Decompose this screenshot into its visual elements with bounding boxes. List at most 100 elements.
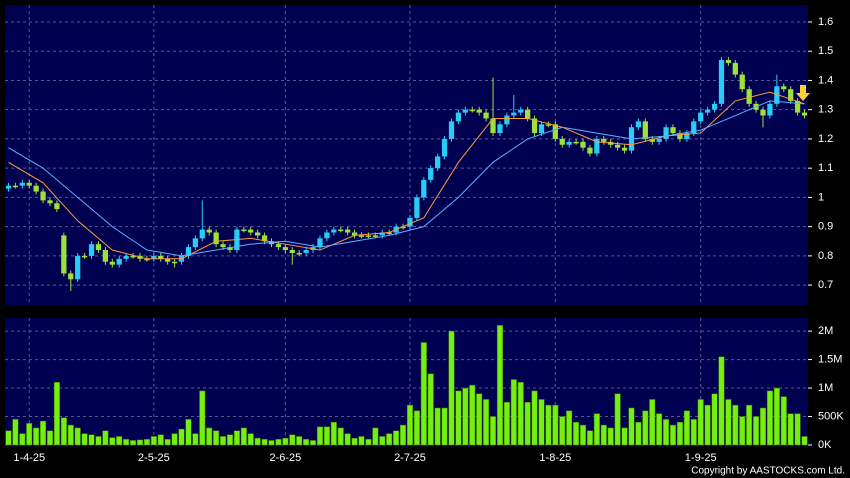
y-tick-label: 2M (818, 325, 833, 337)
y-tick-label: 1.4 (818, 74, 833, 86)
candle-body (732, 62, 738, 75)
x-tick-label: 2-5-25 (138, 452, 170, 464)
volume-bar (469, 384, 476, 446)
candle-body (794, 100, 801, 113)
volume-bar (247, 433, 254, 446)
volume-bar (441, 407, 448, 446)
candle-body (441, 138, 448, 157)
marks: 1-4-25 2-5-25 2-6-25 2-7-25 1-8-25 1-9-25 0.7 0… (5, 5, 844, 464)
y-tick-label: 0.7 (818, 279, 833, 291)
candle-body (421, 179, 427, 198)
volume-bar (19, 433, 26, 446)
volume-bar (268, 440, 275, 446)
volume-bar (310, 440, 317, 446)
candle-body (538, 124, 545, 134)
candle-body (19, 182, 25, 186)
volume-bar (476, 393, 483, 446)
candle-body (338, 229, 344, 232)
volume-bar (490, 416, 497, 446)
candle-body (303, 250, 309, 253)
candle-body (573, 141, 579, 144)
candle-body (483, 112, 489, 119)
candle-body (462, 109, 468, 113)
volume-bar (330, 421, 337, 446)
candle-body (372, 235, 378, 237)
candle-body (296, 252, 302, 255)
candle-body (497, 124, 503, 134)
volume-bar (171, 433, 178, 446)
candle-body (504, 115, 510, 125)
volume-bar (794, 413, 801, 446)
volume-bar (642, 410, 649, 446)
volume-bar (545, 404, 552, 446)
candle-body (435, 156, 441, 169)
arrow-icon (796, 85, 810, 101)
volume-bar (206, 427, 213, 446)
x-tick-label: 1-9-25 (685, 452, 717, 464)
volume-bar (690, 419, 697, 446)
candle-body (165, 258, 171, 262)
candle-body (525, 109, 531, 119)
candle-body (109, 261, 115, 265)
volume-bar (559, 416, 566, 446)
volume-bar (136, 439, 144, 446)
candle-body (788, 89, 794, 101)
volume-bar (81, 433, 88, 446)
candle-body (61, 235, 67, 274)
volume-bar (351, 437, 358, 446)
candle-body (47, 200, 53, 204)
volume-bar (123, 439, 130, 446)
candle-body (331, 229, 337, 233)
volume-bar (683, 410, 690, 446)
volume-bar (614, 393, 621, 446)
volume-bar (316, 426, 323, 446)
candle-body (102, 250, 109, 262)
volume-bar (552, 404, 559, 446)
candle-body (414, 197, 420, 218)
volume-bar (718, 356, 725, 446)
volume-bar (586, 430, 593, 446)
candle-body (718, 59, 725, 104)
volume-bar (780, 396, 787, 446)
volume-bar (53, 382, 60, 446)
candle-body (158, 255, 164, 259)
candle-body (545, 124, 552, 126)
y-tick-label: 1.2 (818, 133, 833, 145)
x-tick-label: 2-7-25 (394, 452, 426, 464)
volume-bar (732, 404, 739, 446)
volume-bar (95, 436, 102, 446)
volume-bar (773, 387, 780, 446)
candle-body (275, 244, 282, 248)
candle-body (767, 103, 773, 116)
volume-bar (254, 437, 261, 446)
candle-body (255, 232, 261, 236)
candle-body (511, 112, 517, 116)
volume-bar (580, 424, 587, 446)
candle-body (746, 89, 752, 104)
volume-bar (393, 430, 400, 446)
volume-bar (434, 407, 441, 446)
volume-bar (365, 439, 372, 446)
y-tick-label: 1.3 (818, 104, 833, 116)
candle-body (88, 244, 95, 256)
candle-body (407, 217, 413, 227)
candle-body (739, 74, 745, 90)
volume-bar (5, 430, 12, 446)
candle-body (324, 232, 330, 239)
volume-bar (669, 424, 677, 446)
x-tick-label: 1-8-25 (539, 452, 571, 464)
volume-bar (40, 420, 47, 446)
candle-body (123, 255, 129, 259)
candle-body (774, 86, 780, 104)
candle-body (677, 133, 683, 139)
candle-body (552, 124, 558, 139)
candle-body (26, 182, 32, 186)
volume-bar (185, 419, 192, 446)
volume-bar (157, 434, 164, 446)
volume-bar (656, 413, 663, 446)
volume-bar (711, 393, 718, 446)
y-tick-label: 1.6 (818, 16, 833, 28)
volume-bar (483, 399, 490, 446)
